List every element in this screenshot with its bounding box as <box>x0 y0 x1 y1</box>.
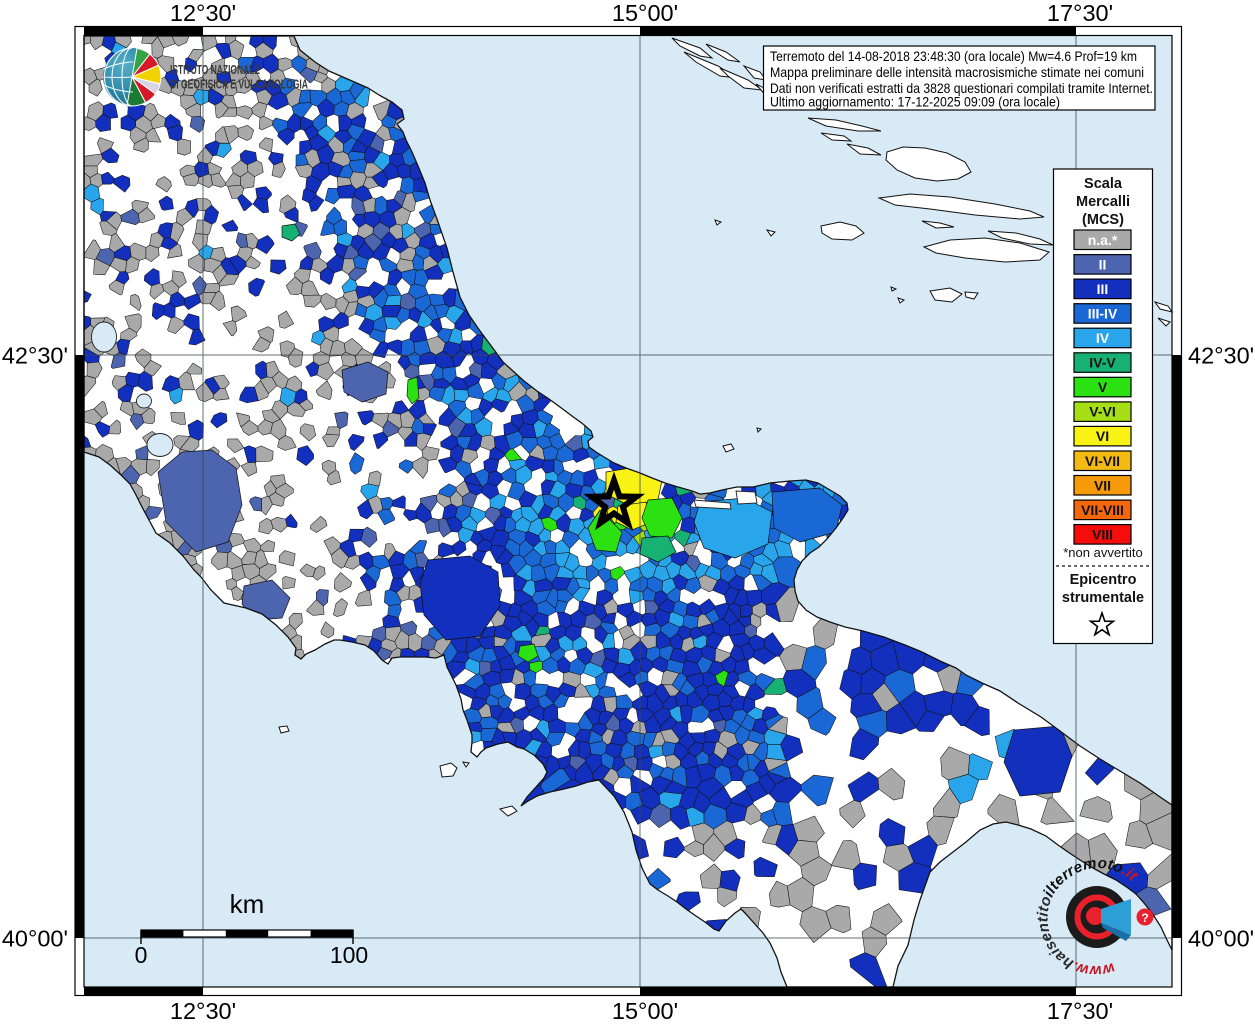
svg-text:II: II <box>1099 256 1107 272</box>
svg-text:VII-VIII: VII-VIII <box>1081 502 1124 518</box>
svg-text:IV-V: IV-V <box>1089 355 1116 371</box>
svg-text:III-IV: III-IV <box>1088 306 1118 322</box>
svg-text:VI-VII: VI-VII <box>1085 453 1120 469</box>
svg-text:VII: VII <box>1094 477 1111 493</box>
svg-text:40°00': 40°00' <box>2 926 68 952</box>
svg-text:V: V <box>1098 379 1108 395</box>
svg-text:IV: IV <box>1096 330 1110 346</box>
svg-text:17°30': 17°30' <box>1047 0 1113 26</box>
svg-text:V-VI: V-VI <box>1089 404 1115 420</box>
svg-text:Epicentro: Epicentro <box>1070 572 1137 588</box>
svg-text:n.a.*: n.a.* <box>1088 232 1118 248</box>
svg-text:strumentale: strumentale <box>1062 590 1144 606</box>
svg-text:?: ? <box>1141 911 1148 925</box>
svg-text:17°30': 17°30' <box>1047 998 1113 1024</box>
svg-text:42°30': 42°30' <box>2 343 68 369</box>
svg-text:15°00': 15°00' <box>612 998 678 1024</box>
svg-text:km: km <box>230 889 265 919</box>
svg-text:12°30': 12°30' <box>170 998 236 1024</box>
svg-text:(MCS): (MCS) <box>1082 212 1124 228</box>
svg-text:42°30': 42°30' <box>1188 343 1254 369</box>
svg-text:Ultimo aggiornamento: 17-12-20: Ultimo aggiornamento: 17-12-2025 09:09 (… <box>770 95 1060 110</box>
svg-text:VI: VI <box>1096 428 1109 444</box>
svg-text:ISTITUTO NAZIONALE: ISTITUTO NAZIONALE <box>170 62 260 77</box>
svg-text:Mercalli: Mercalli <box>1076 194 1130 210</box>
svg-text:Terremoto del 14-08-2018 23:48: Terremoto del 14-08-2018 23:48:30 (ora l… <box>770 49 1137 64</box>
svg-text:Mappa preliminare delle intens: Mappa preliminare delle intensità macros… <box>770 65 1144 80</box>
svg-text:Scala: Scala <box>1084 176 1123 192</box>
svg-text:0: 0 <box>135 942 148 968</box>
svg-text:40°00': 40°00' <box>1188 926 1254 952</box>
svg-text:VIII: VIII <box>1092 526 1113 542</box>
svg-text:III: III <box>1097 281 1109 297</box>
svg-text:DI GEOFISICA E VULCANOLOGIA: DI GEOFISICA E VULCANOLOGIA <box>170 77 308 92</box>
svg-text:100: 100 <box>330 942 368 968</box>
svg-text:*non avvertito: *non avvertito <box>1063 545 1143 560</box>
svg-text:12°30': 12°30' <box>170 0 236 26</box>
svg-text:Dati non verificati estratti d: Dati non verificati estratti da 3828 que… <box>770 81 1153 96</box>
svg-text:15°00': 15°00' <box>612 0 678 26</box>
